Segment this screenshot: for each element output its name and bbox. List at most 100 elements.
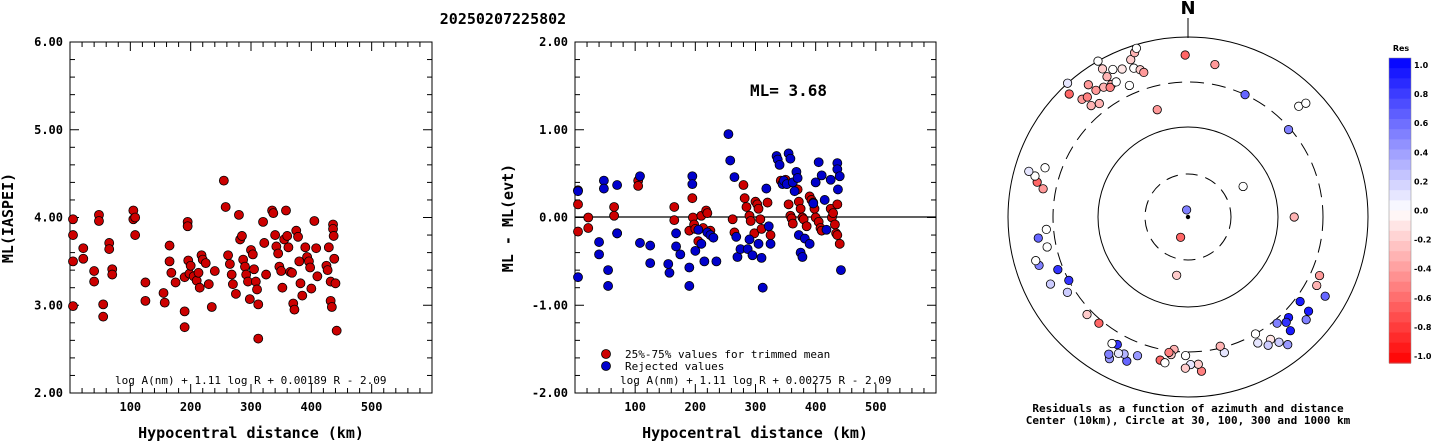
y-tick-label: 1.00 bbox=[539, 123, 568, 137]
station-point bbox=[1295, 296, 1305, 307]
point-rejected bbox=[785, 153, 796, 164]
x-tick-label: 500 bbox=[361, 400, 383, 414]
station-point bbox=[1117, 64, 1127, 74]
legend-marker-rejected bbox=[601, 361, 611, 371]
station-point bbox=[1097, 64, 1108, 74]
colorbar-segment bbox=[1389, 169, 1411, 181]
center-marker bbox=[1185, 214, 1191, 220]
point-trimmed bbox=[140, 295, 151, 306]
station-point bbox=[1160, 358, 1170, 368]
point-trimmed bbox=[261, 269, 271, 280]
station-point bbox=[1172, 270, 1182, 280]
y-tick-label: 2.00 bbox=[34, 386, 63, 400]
legend-label-trimmed: 25%-75% values for trimmed mean bbox=[625, 348, 830, 361]
colorbar-segment bbox=[1389, 332, 1411, 344]
station-point bbox=[1094, 98, 1104, 109]
point-trimmed bbox=[633, 181, 644, 191]
point-rejected bbox=[603, 281, 613, 291]
colorbar-segment bbox=[1389, 149, 1411, 161]
point-trimmed bbox=[287, 267, 297, 278]
point-trimmed bbox=[583, 223, 594, 233]
x-tick-label: 400 bbox=[300, 400, 322, 414]
data-points bbox=[573, 129, 846, 293]
colorbar-segment bbox=[1389, 322, 1411, 334]
point-trimmed bbox=[326, 302, 337, 312]
station-point bbox=[1263, 340, 1273, 350]
point-trimmed bbox=[312, 271, 323, 282]
point-rejected bbox=[708, 232, 719, 243]
station-point bbox=[1253, 338, 1263, 348]
y-tick-label: 3.00 bbox=[34, 298, 63, 312]
x-tick-label: 200 bbox=[684, 400, 706, 414]
colorbar-tick-label: 0.4 bbox=[1414, 148, 1429, 157]
point-rejected bbox=[663, 259, 674, 269]
point-trimmed bbox=[830, 219, 840, 230]
point-trimmed bbox=[68, 230, 78, 240]
colorbar-segment bbox=[1389, 139, 1411, 151]
colorbar-frame bbox=[1388, 57, 1412, 364]
point-rejected bbox=[725, 155, 736, 166]
point-trimmed bbox=[226, 269, 237, 280]
point-trimmed bbox=[300, 242, 311, 253]
point-rejected bbox=[833, 184, 843, 195]
station-points bbox=[1024, 43, 1330, 376]
colorbar-segment bbox=[1389, 78, 1411, 90]
point-trimmed bbox=[200, 258, 211, 269]
colorbar-tick-label: -1.0 bbox=[1414, 352, 1432, 361]
legend-marker-trimmed bbox=[601, 349, 611, 359]
station-point bbox=[1283, 125, 1294, 135]
station-point bbox=[1303, 306, 1314, 316]
point-trimmed bbox=[130, 230, 141, 240]
point-rejected bbox=[834, 171, 845, 182]
panel-ml-residual: 100 200 300 400 500 -2.00 -1.00 0.00 1.00 2.00 Hy… bbox=[499, 35, 937, 441]
y-tick-label: 5.00 bbox=[34, 123, 63, 137]
point-trimmed bbox=[234, 209, 244, 220]
station-point bbox=[1086, 101, 1096, 111]
point-trimmed bbox=[258, 216, 268, 227]
x-tick-label: 500 bbox=[865, 400, 887, 414]
point-trimmed bbox=[252, 284, 262, 295]
colorbar-segment bbox=[1389, 58, 1411, 69]
colorbar-segment bbox=[1389, 230, 1411, 242]
legend-label-rejected: Rejected values bbox=[625, 360, 724, 373]
station-point bbox=[1193, 359, 1203, 369]
colorbar-segment bbox=[1389, 251, 1411, 262]
point-trimmed bbox=[609, 210, 620, 221]
point-trimmed bbox=[330, 278, 341, 289]
point-trimmed bbox=[247, 249, 258, 260]
point-rejected bbox=[696, 238, 707, 249]
colorbar-tick-label: -0.6 bbox=[1414, 294, 1432, 303]
point-rejected bbox=[645, 240, 656, 251]
station-point bbox=[1094, 318, 1104, 328]
station-point bbox=[1301, 98, 1311, 108]
x-tick-label: 300 bbox=[745, 400, 767, 414]
point-trimmed bbox=[193, 267, 204, 278]
y-tick-label: 2.00 bbox=[539, 35, 568, 49]
north-label: N bbox=[1180, 0, 1195, 19]
point-rejected bbox=[687, 179, 698, 190]
station-point bbox=[1164, 347, 1174, 358]
colorbar-segment bbox=[1389, 200, 1411, 212]
station-point bbox=[1030, 171, 1040, 181]
station-point bbox=[1082, 92, 1092, 102]
point-trimmed bbox=[209, 266, 220, 276]
point-trimmed bbox=[170, 277, 181, 288]
y-tick-label: -1.00 bbox=[532, 298, 568, 312]
colorbar-segment bbox=[1389, 291, 1411, 303]
point-trimmed bbox=[94, 216, 104, 226]
point-trimmed bbox=[306, 283, 317, 294]
station-point bbox=[1314, 270, 1325, 281]
caption-line-2: Center (10km), Circle at 30, 100, 300 an… bbox=[1026, 414, 1351, 427]
point-trimmed bbox=[89, 276, 100, 287]
x-tick-label: 100 bbox=[119, 400, 141, 414]
point-trimmed bbox=[832, 230, 843, 240]
station-point bbox=[1045, 279, 1056, 289]
point-rejected bbox=[797, 252, 808, 262]
point-trimmed bbox=[164, 240, 175, 251]
station-point bbox=[1124, 80, 1135, 91]
point-rejected bbox=[744, 234, 755, 245]
point-trimmed bbox=[753, 203, 764, 214]
point-trimmed bbox=[702, 208, 713, 219]
